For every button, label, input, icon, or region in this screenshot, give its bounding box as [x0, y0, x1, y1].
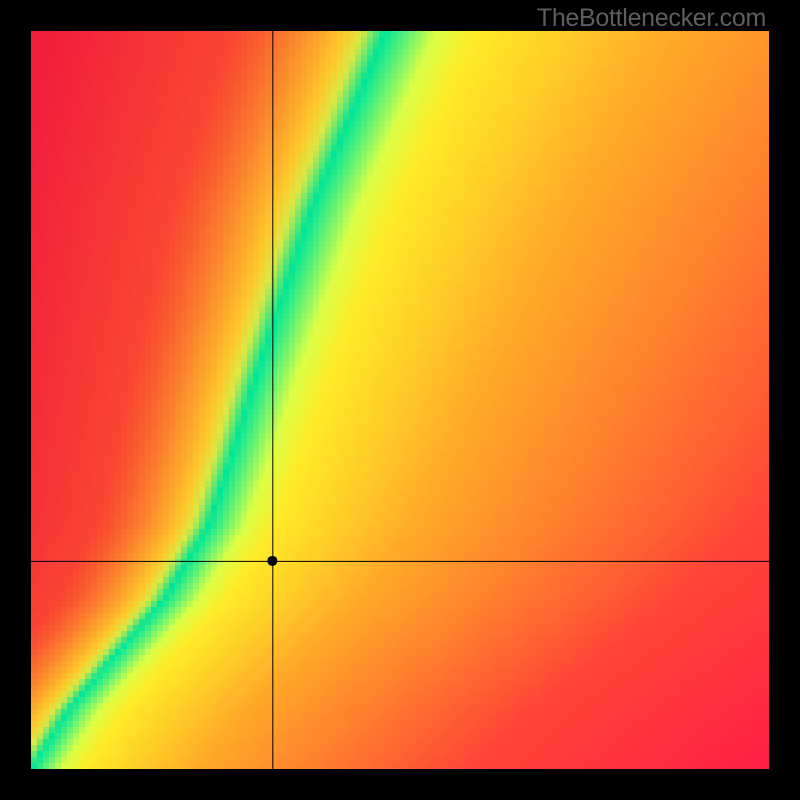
watermark-text: TheBottlenecker.com — [537, 4, 766, 33]
chart-container: { "plot": { "type": "heatmap", "canvas_s… — [0, 0, 800, 800]
heatmap-canvas — [0, 0, 800, 800]
